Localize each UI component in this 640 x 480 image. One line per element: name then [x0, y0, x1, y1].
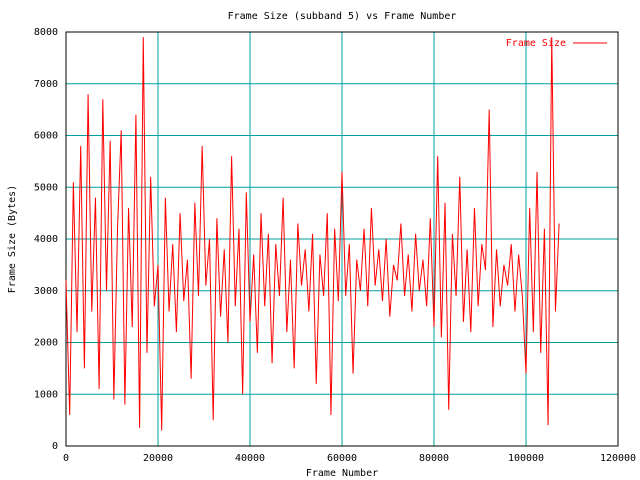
- y-axis-label: Frame Size (Bytes): [7, 185, 18, 293]
- y-tick-label: 8000: [34, 27, 58, 38]
- legend-label: Frame Size: [506, 38, 566, 49]
- y-tick-label: 1000: [34, 389, 58, 400]
- x-tick-label: 80000: [419, 453, 449, 464]
- y-tick-label: 6000: [34, 131, 58, 142]
- y-tick-label: 5000: [34, 182, 58, 193]
- y-tick-label: 4000: [34, 234, 58, 245]
- x-tick-label: 0: [63, 453, 69, 464]
- data-line: [65, 37, 560, 431]
- x-axis-label: Frame Number: [306, 468, 378, 479]
- chart-title: Frame Size (subband 5) vs Frame Number: [228, 11, 457, 22]
- x-tick-label: 120000: [600, 453, 636, 464]
- x-tick-label: 100000: [508, 453, 544, 464]
- x-tick-label: 60000: [327, 453, 357, 464]
- y-tick-label: 0: [52, 441, 58, 452]
- plot-border: [65, 31, 619, 447]
- y-tick-label: 3000: [34, 286, 58, 297]
- y-tick-label: 2000: [34, 338, 58, 349]
- x-tick-label: 40000: [235, 453, 265, 464]
- y-tick-label: 7000: [34, 79, 58, 90]
- x-tick-label: 20000: [143, 453, 173, 464]
